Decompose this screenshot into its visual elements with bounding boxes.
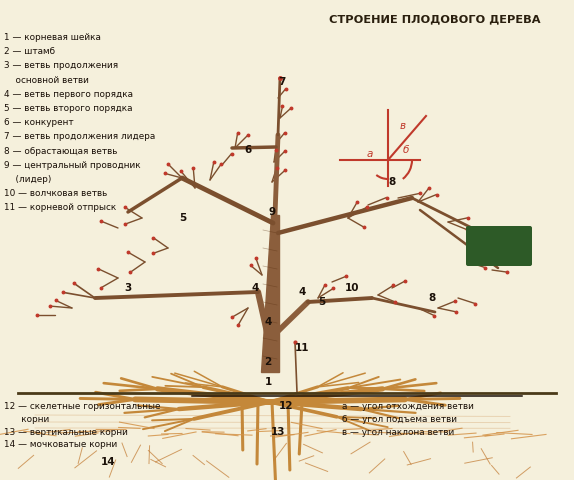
- Text: 7 — ветвь продолжения лидера: 7 — ветвь продолжения лидера: [4, 132, 155, 142]
- Text: 2 — штамб: 2 — штамб: [4, 47, 55, 56]
- Text: 3 — ветвь продолжения: 3 — ветвь продолжения: [4, 61, 118, 71]
- Text: 10 — волчковая ветвь: 10 — волчковая ветвь: [4, 189, 107, 198]
- Text: 11 — корневой отпрыск: 11 — корневой отпрыск: [4, 204, 117, 212]
- Text: 10: 10: [345, 283, 359, 293]
- Text: 8: 8: [428, 293, 436, 303]
- Text: 13: 13: [271, 427, 285, 437]
- Text: в: в: [400, 121, 406, 131]
- Text: 8: 8: [389, 177, 395, 187]
- Text: 8 — обрастающая ветвь: 8 — обрастающая ветвь: [4, 146, 117, 156]
- Text: 1: 1: [265, 377, 272, 387]
- Text: в — угол наклона ветви: в — угол наклона ветви: [342, 428, 454, 437]
- Text: основной ветви: основной ветви: [4, 76, 89, 84]
- Text: 9: 9: [269, 207, 276, 217]
- Text: 12: 12: [279, 401, 293, 411]
- Text: 1 — корневая шейка: 1 — корневая шейка: [4, 33, 101, 42]
- Text: 6 — конкурент: 6 — конкурент: [4, 118, 73, 127]
- Text: 12 — скелетные горизонтальные: 12 — скелетные горизонтальные: [4, 402, 161, 411]
- Text: а: а: [367, 149, 373, 159]
- Text: корни: корни: [4, 415, 49, 424]
- Text: 7: 7: [278, 77, 286, 87]
- Text: 5: 5: [179, 213, 187, 223]
- Text: 4 — ветвь первого порядка: 4 — ветвь первого порядка: [4, 90, 133, 99]
- Text: а — угол отхождения ветви: а — угол отхождения ветви: [342, 402, 474, 411]
- Text: 2: 2: [265, 357, 272, 367]
- Text: б: б: [403, 145, 409, 155]
- Text: 4: 4: [251, 283, 259, 293]
- Text: 14: 14: [100, 457, 115, 467]
- Text: СТРОЕНИЕ ПЛОДОВОГО ДЕРЕВА: СТРОЕНИЕ ПЛОДОВОГО ДЕРЕВА: [329, 14, 541, 24]
- Text: 5: 5: [319, 297, 325, 307]
- Text: 11: 11: [295, 343, 309, 353]
- Text: 8: 8: [468, 253, 476, 263]
- Text: 5 — ветвь второго порядка: 5 — ветвь второго порядка: [4, 104, 133, 113]
- Text: 4: 4: [264, 317, 272, 327]
- Text: 3: 3: [125, 283, 131, 293]
- Text: 9 — центральный проводник: 9 — центральный проводник: [4, 161, 141, 170]
- Text: 14 — мочковатые корни: 14 — мочковатые корни: [4, 441, 117, 449]
- Text: (лидер): (лидер): [4, 175, 52, 184]
- Text: 6: 6: [245, 145, 251, 155]
- FancyBboxPatch shape: [466, 226, 532, 266]
- Text: б — угол подъема ветви: б — угол подъема ветви: [342, 415, 457, 424]
- Text: 4: 4: [298, 287, 306, 297]
- Polygon shape: [261, 215, 279, 372]
- Text: 13 — вертикальные корни: 13 — вертикальные корни: [4, 428, 128, 437]
